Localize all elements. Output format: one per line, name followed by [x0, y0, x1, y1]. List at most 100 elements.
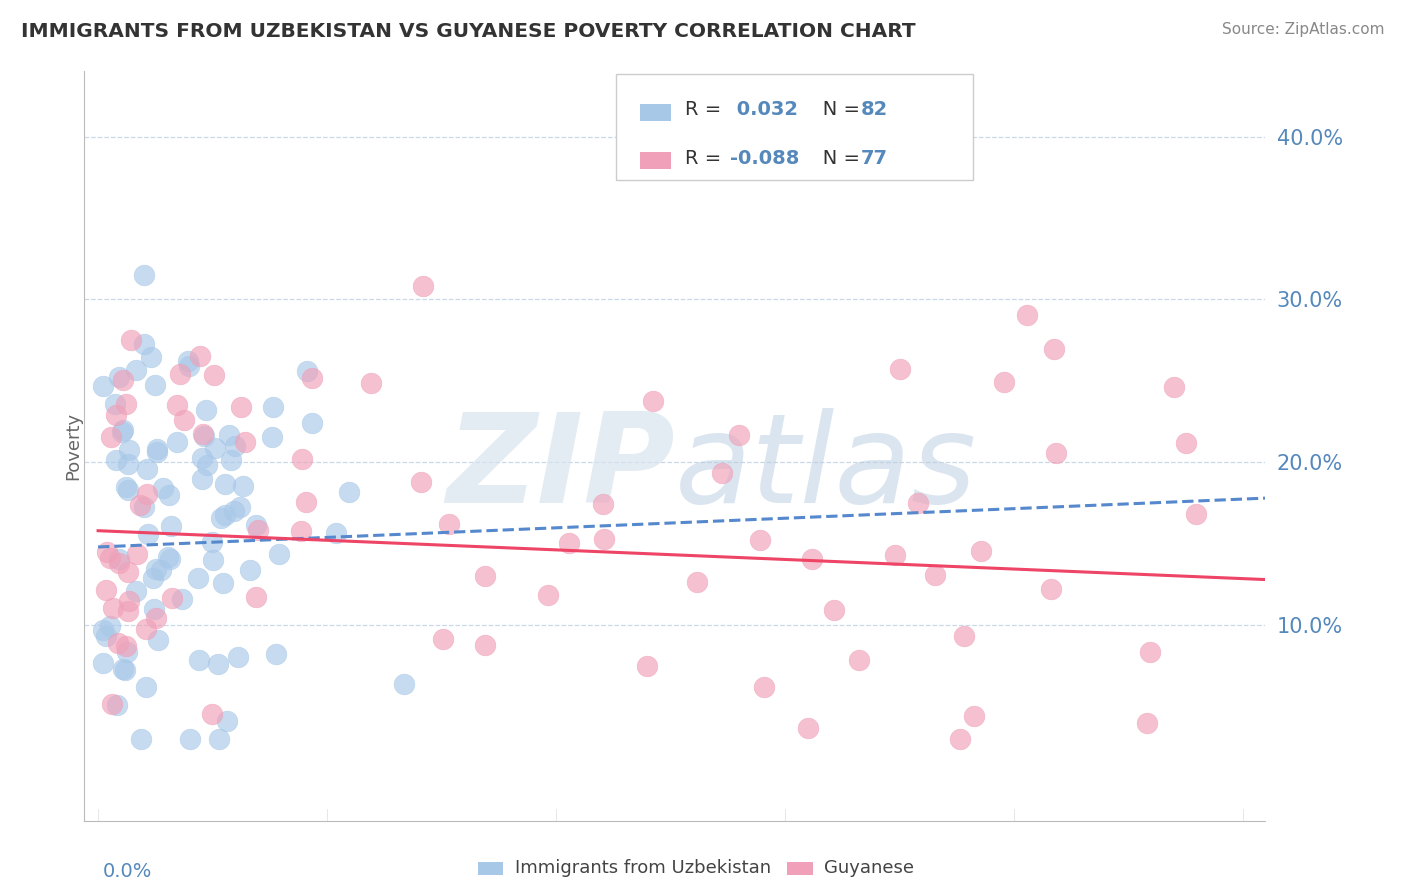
Point [146, 442, 169, 456]
Point [108, 552, 131, 566]
Point [949, 732, 972, 747]
Text: 77: 77 [860, 149, 887, 168]
Point [132, 337, 155, 351]
Point [848, 653, 870, 667]
Point [212, 576, 235, 591]
Point [114, 397, 136, 411]
Point [114, 480, 136, 494]
Point [177, 359, 200, 373]
Point [1042, 343, 1064, 357]
Point [103, 601, 125, 615]
Point [262, 401, 284, 415]
Point [173, 413, 195, 427]
Point [592, 497, 614, 511]
Point [558, 536, 581, 550]
Point [143, 378, 166, 392]
Point [262, 429, 284, 443]
Point [232, 479, 254, 493]
Point [96, 545, 118, 559]
Point [993, 375, 1015, 389]
Point [145, 611, 167, 625]
Point [105, 453, 128, 467]
Point [142, 571, 165, 585]
Point [145, 562, 167, 576]
Point [120, 334, 142, 348]
Point [125, 362, 148, 376]
Point [246, 523, 269, 537]
Point [128, 499, 150, 513]
Point [152, 481, 174, 495]
Point [115, 639, 138, 653]
Point [1136, 715, 1159, 730]
Point [360, 376, 382, 390]
Point [105, 698, 128, 712]
Point [224, 504, 246, 518]
Point [125, 584, 148, 599]
Point [159, 552, 181, 566]
Point [233, 435, 256, 450]
Text: N =: N = [804, 149, 866, 168]
Point [245, 590, 267, 604]
Point [219, 453, 242, 467]
Point [94, 582, 117, 597]
Text: R =: R = [685, 149, 727, 168]
Point [111, 425, 134, 440]
Point [143, 602, 166, 616]
Point [637, 659, 659, 673]
Point [204, 442, 226, 456]
Point [190, 349, 212, 363]
Point [1163, 380, 1185, 394]
Point [132, 268, 155, 282]
Point [1017, 308, 1039, 322]
Point [209, 511, 232, 525]
Point [437, 516, 460, 531]
Point [337, 485, 360, 500]
Point [136, 487, 159, 501]
Point [409, 475, 432, 489]
Point [166, 398, 188, 412]
Point [907, 496, 929, 510]
Point [127, 547, 149, 561]
Point [193, 427, 215, 442]
Point [91, 624, 114, 638]
Point [884, 548, 907, 562]
Point [157, 488, 180, 502]
Point [111, 373, 134, 387]
Point [91, 379, 114, 393]
Point [325, 526, 347, 541]
Point [201, 707, 224, 722]
Point [301, 417, 323, 431]
Point [117, 604, 139, 618]
Point [108, 369, 131, 384]
Point [170, 591, 193, 606]
Point [1175, 436, 1198, 450]
Point [136, 527, 159, 541]
Point [156, 549, 179, 564]
Point [924, 568, 946, 582]
Point [104, 409, 127, 423]
Point [201, 553, 224, 567]
Point [111, 662, 134, 676]
Point [177, 354, 200, 368]
Point [107, 636, 129, 650]
Point [96, 630, 118, 644]
Text: Guyanese: Guyanese [824, 859, 914, 877]
Point [801, 552, 824, 566]
Point [148, 633, 170, 648]
Point [194, 402, 217, 417]
Point [208, 732, 231, 747]
Point [112, 423, 135, 437]
Point [160, 591, 183, 606]
Point [1139, 645, 1161, 659]
Point [752, 680, 775, 694]
Point [217, 714, 239, 728]
Point [179, 732, 201, 747]
Point [104, 397, 127, 411]
Point [392, 677, 415, 691]
Point [291, 451, 314, 466]
Point [537, 588, 560, 602]
Point [797, 721, 820, 735]
Point [711, 466, 734, 480]
Point [823, 603, 845, 617]
Point [118, 593, 141, 607]
